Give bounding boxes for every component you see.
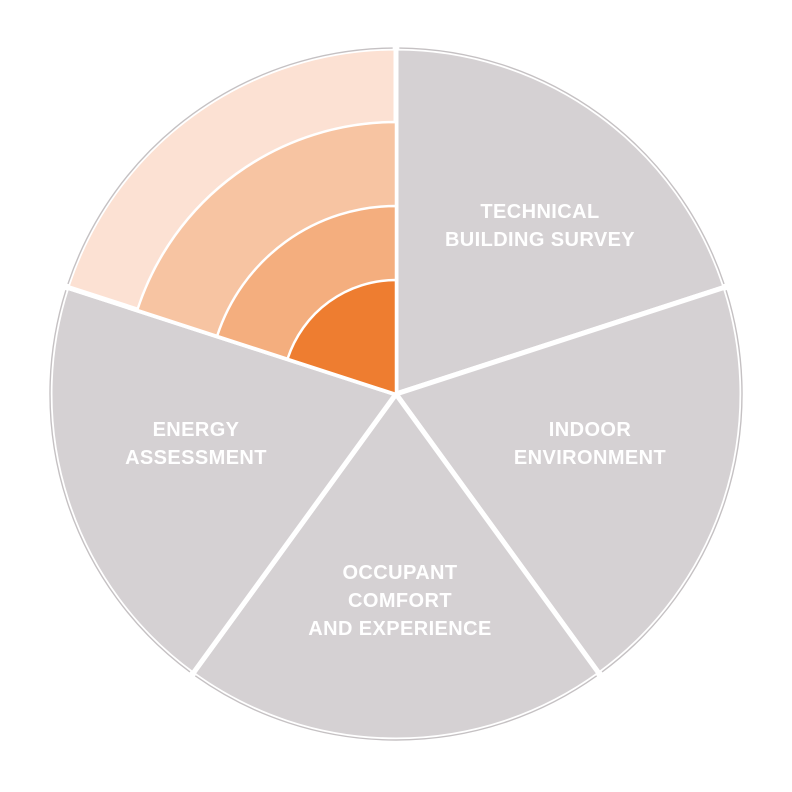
outer-rim-arc — [601, 290, 743, 673]
maturity-ring-band-4 — [286, 278, 398, 396]
outer-rim-arc — [399, 47, 725, 285]
label-occupant-comfort-and-experience: OCCUPANT COMFORT AND EXPERIENCE — [308, 559, 491, 643]
label-line: INDOOR — [548, 419, 632, 441]
label-line: OCCUPANT — [342, 562, 458, 584]
label-technical-building-survey: TECHNICAL BUILDING SURVEY — [445, 198, 635, 254]
label-line: ENVIRONMENT — [513, 447, 667, 469]
label-energy-assessment: ENERGY ASSESSMENT — [125, 416, 267, 472]
label-line: COMFORT — [348, 590, 452, 612]
label-line: ENERGY — [152, 419, 240, 441]
outer-rim-arc — [49, 290, 191, 673]
outer-rim-arc — [194, 675, 598, 741]
label-indoor-environment: INDOOR ENVIRONMENT — [514, 416, 666, 472]
label-line: ASSESSMENT — [125, 447, 267, 469]
label-line: BUILDING SURVEY — [444, 229, 636, 251]
label-line: AND EXPERIENCE — [308, 618, 492, 640]
outer-rim-arc — [67, 47, 393, 285]
label-line: TECHNICAL — [480, 201, 600, 223]
